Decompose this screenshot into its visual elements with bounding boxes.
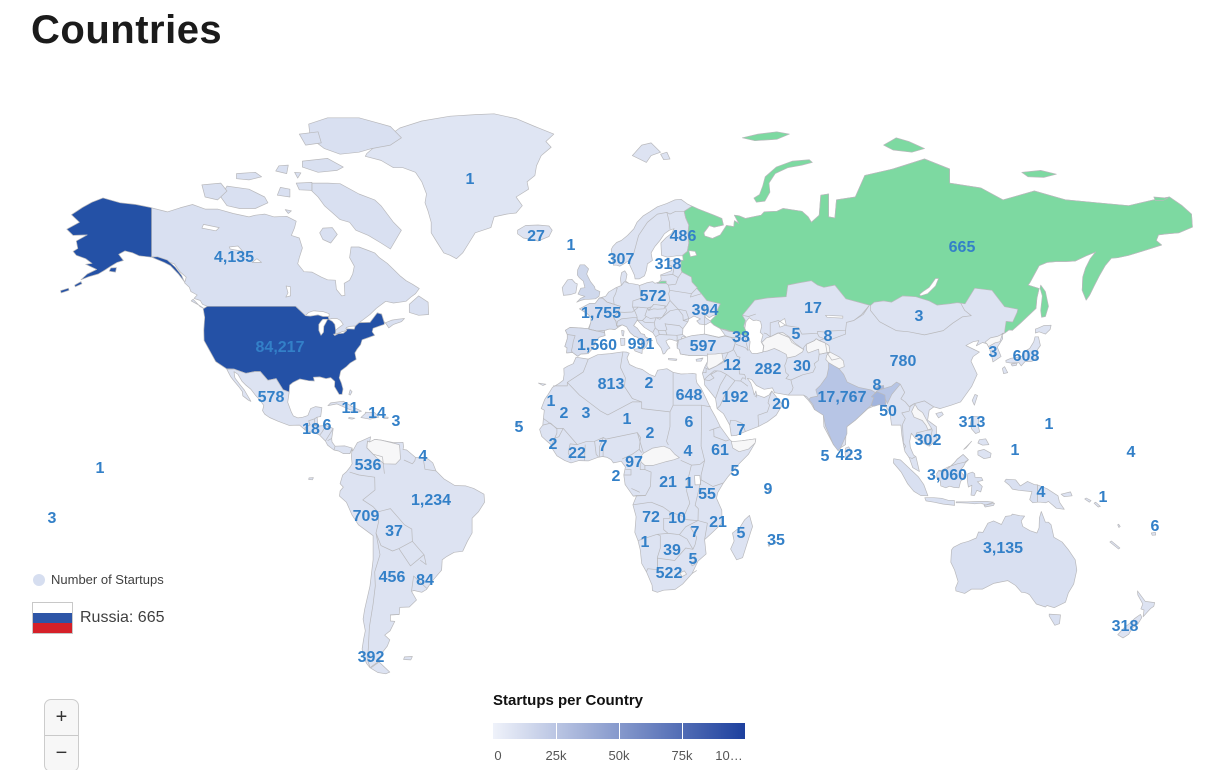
svg-text:813: 813 bbox=[598, 376, 625, 393]
svg-text:39: 39 bbox=[663, 542, 681, 559]
svg-text:5: 5 bbox=[689, 551, 698, 568]
svg-text:192: 192 bbox=[722, 389, 749, 406]
svg-text:2: 2 bbox=[560, 405, 569, 422]
svg-text:2: 2 bbox=[645, 375, 654, 392]
svg-text:21: 21 bbox=[659, 474, 677, 491]
svg-text:3: 3 bbox=[989, 344, 998, 361]
svg-text:5: 5 bbox=[737, 525, 746, 542]
svg-text:50: 50 bbox=[879, 403, 897, 420]
svg-text:536: 536 bbox=[355, 457, 382, 474]
svg-text:97: 97 bbox=[625, 454, 643, 471]
svg-text:6: 6 bbox=[1151, 518, 1160, 535]
svg-text:608: 608 bbox=[1013, 348, 1040, 365]
svg-text:5: 5 bbox=[515, 419, 524, 436]
svg-text:4: 4 bbox=[1037, 484, 1046, 501]
svg-text:21: 21 bbox=[709, 514, 727, 531]
svg-text:1,755: 1,755 bbox=[581, 305, 621, 322]
svg-text:522: 522 bbox=[656, 565, 683, 582]
svg-text:665: 665 bbox=[949, 239, 976, 256]
svg-text:709: 709 bbox=[353, 508, 380, 525]
svg-text:318: 318 bbox=[655, 256, 682, 273]
svg-text:572: 572 bbox=[640, 288, 667, 305]
svg-text:5: 5 bbox=[792, 326, 801, 343]
svg-text:61: 61 bbox=[711, 442, 729, 459]
svg-text:12: 12 bbox=[723, 357, 741, 374]
svg-text:1: 1 bbox=[547, 393, 556, 410]
svg-text:597: 597 bbox=[690, 338, 717, 355]
svg-text:3: 3 bbox=[915, 308, 924, 325]
svg-text:991: 991 bbox=[628, 336, 655, 353]
svg-text:313: 313 bbox=[959, 414, 986, 431]
svg-text:3,060: 3,060 bbox=[927, 467, 967, 484]
svg-text:7: 7 bbox=[599, 438, 608, 455]
svg-text:5: 5 bbox=[821, 448, 830, 465]
svg-text:10: 10 bbox=[668, 510, 686, 527]
svg-text:22: 22 bbox=[568, 445, 586, 462]
svg-text:307: 307 bbox=[608, 251, 635, 268]
svg-text:84,217: 84,217 bbox=[256, 339, 305, 356]
svg-text:11: 11 bbox=[342, 400, 359, 417]
svg-text:30: 30 bbox=[793, 358, 811, 375]
svg-text:37: 37 bbox=[385, 523, 403, 540]
svg-text:3: 3 bbox=[392, 413, 401, 430]
svg-text:4,135: 4,135 bbox=[214, 249, 254, 266]
svg-text:423: 423 bbox=[836, 447, 863, 464]
svg-text:394: 394 bbox=[692, 302, 719, 319]
svg-text:1: 1 bbox=[685, 475, 694, 492]
svg-text:282: 282 bbox=[755, 361, 782, 378]
svg-text:1: 1 bbox=[1099, 489, 1108, 506]
svg-text:8: 8 bbox=[824, 328, 833, 345]
svg-text:1: 1 bbox=[1011, 442, 1020, 459]
svg-text:5: 5 bbox=[731, 463, 740, 480]
svg-text:1: 1 bbox=[466, 171, 475, 188]
svg-text:1: 1 bbox=[623, 411, 632, 428]
svg-text:6: 6 bbox=[685, 414, 694, 431]
svg-text:1: 1 bbox=[1045, 416, 1054, 433]
svg-text:2: 2 bbox=[549, 436, 558, 453]
svg-text:72: 72 bbox=[642, 509, 660, 526]
svg-text:318: 318 bbox=[1112, 618, 1139, 635]
svg-text:35: 35 bbox=[767, 532, 785, 549]
svg-text:3: 3 bbox=[48, 510, 57, 527]
svg-text:55: 55 bbox=[698, 486, 716, 503]
svg-text:1: 1 bbox=[641, 534, 650, 551]
svg-text:20: 20 bbox=[772, 396, 790, 413]
svg-text:4: 4 bbox=[419, 448, 428, 465]
svg-text:17,767: 17,767 bbox=[818, 389, 867, 406]
svg-text:14: 14 bbox=[368, 405, 386, 422]
svg-text:4: 4 bbox=[684, 443, 693, 460]
svg-text:392: 392 bbox=[358, 649, 385, 666]
svg-text:84: 84 bbox=[416, 572, 434, 589]
svg-text:1: 1 bbox=[567, 237, 576, 254]
svg-text:2: 2 bbox=[646, 425, 655, 442]
svg-text:578: 578 bbox=[258, 389, 285, 406]
svg-text:3: 3 bbox=[582, 405, 591, 422]
svg-text:27: 27 bbox=[527, 228, 545, 245]
svg-text:7: 7 bbox=[691, 524, 700, 541]
svg-text:3,135: 3,135 bbox=[983, 540, 1023, 557]
svg-text:302: 302 bbox=[915, 432, 942, 449]
svg-text:486: 486 bbox=[670, 228, 697, 245]
svg-text:2: 2 bbox=[612, 468, 621, 485]
svg-text:6: 6 bbox=[323, 417, 332, 434]
svg-text:7: 7 bbox=[737, 422, 746, 439]
svg-text:1,234: 1,234 bbox=[411, 492, 451, 509]
svg-text:780: 780 bbox=[890, 353, 917, 370]
svg-text:648: 648 bbox=[676, 387, 703, 404]
svg-text:8: 8 bbox=[873, 377, 882, 394]
svg-text:1,560: 1,560 bbox=[577, 337, 617, 354]
svg-text:38: 38 bbox=[732, 329, 750, 346]
svg-text:9: 9 bbox=[764, 481, 773, 498]
svg-text:4: 4 bbox=[1127, 444, 1136, 461]
svg-text:456: 456 bbox=[379, 569, 406, 586]
svg-text:17: 17 bbox=[804, 300, 822, 317]
svg-text:18: 18 bbox=[302, 421, 320, 438]
svg-text:1: 1 bbox=[96, 460, 105, 477]
